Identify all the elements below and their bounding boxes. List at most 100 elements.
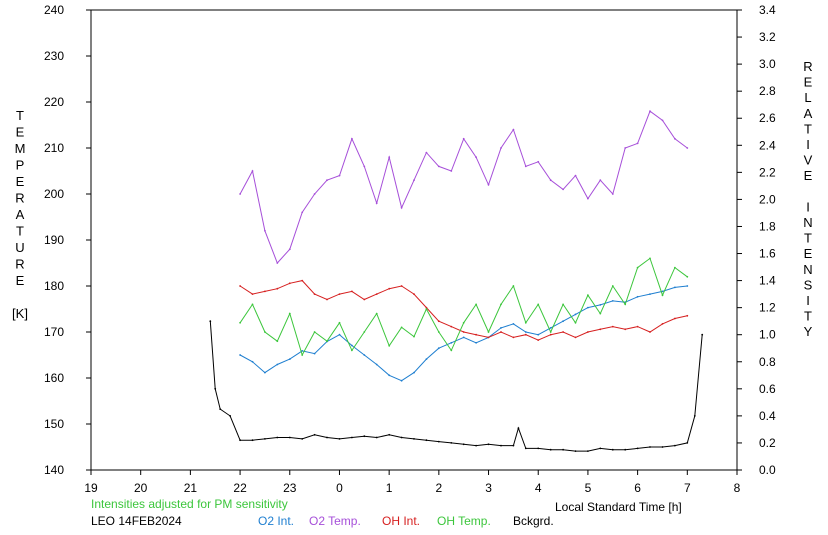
y-right-tick-label: 2.4: [759, 138, 776, 152]
data-point: [351, 349, 353, 352]
data-point: [686, 275, 689, 278]
data-point: [599, 328, 602, 331]
x-tick-label: 19: [84, 481, 98, 495]
data-point: [301, 211, 304, 214]
data-point: [500, 327, 502, 329]
y-left-label-char: R: [15, 191, 24, 206]
data-point: [313, 433, 316, 436]
x-axis: 19 20 21 22 23 0 1 2 3 4 5 6 7 8: [84, 470, 741, 495]
data-point: [462, 336, 465, 339]
data-point: [599, 447, 602, 450]
data-point: [288, 248, 291, 251]
data-point: [264, 438, 266, 440]
y-left-tick-label: 180: [44, 279, 64, 293]
y-left-tick-label: 160: [44, 371, 64, 385]
data-point: [326, 436, 328, 439]
data-point: [599, 304, 602, 306]
data-point: [462, 321, 465, 324]
data-point: [686, 147, 689, 149]
data-point: [437, 347, 440, 350]
y-right-tick-label: 2.0: [759, 192, 776, 206]
series-line-bckgrd: [209, 321, 703, 452]
data-point: [686, 442, 689, 444]
data-point: [351, 137, 353, 140]
x-tick-label: 4: [535, 481, 542, 495]
data-point: [276, 340, 279, 343]
data-point: [425, 439, 428, 442]
x-tick-label: 23: [283, 481, 297, 495]
data-point: [351, 436, 353, 439]
y-right-tick-label: 2.8: [759, 84, 776, 98]
data-point: [338, 321, 341, 324]
data-point: [209, 320, 212, 323]
data-point: [636, 325, 639, 328]
y-right-label-char: N: [803, 262, 812, 277]
data-point: [636, 142, 639, 145]
y-right-tick-label: 2.6: [759, 111, 776, 125]
y-right-label-char: I: [806, 293, 810, 308]
y-left-label-char: T: [16, 224, 24, 239]
data-point: [599, 179, 602, 182]
data-point: [524, 165, 527, 168]
data-point: [313, 193, 316, 195]
data-point: [375, 436, 378, 439]
data-point: [649, 257, 651, 260]
data-point: [338, 333, 341, 336]
data-point: [611, 325, 614, 328]
data-point: [425, 358, 428, 360]
y-right-label-char: R: [803, 59, 812, 74]
data-point: [661, 290, 664, 293]
data-point: [549, 448, 552, 451]
y-left-tick-label: 140: [44, 463, 64, 477]
data-point: [264, 371, 266, 374]
data-point: [400, 285, 403, 287]
data-point: [661, 323, 664, 325]
y-right-label-char: Y: [804, 324, 813, 339]
data-point: [425, 306, 428, 309]
data-point: [363, 165, 366, 168]
data-point: [524, 333, 527, 336]
y-right-tick-label: 1.0: [759, 328, 776, 342]
data-point: [301, 350, 304, 352]
data-point: [251, 170, 254, 172]
data-point: [475, 303, 477, 306]
y-right-label-char: A: [804, 106, 813, 121]
data-point: [413, 179, 415, 182]
data-point: [537, 339, 540, 341]
data-point: [624, 147, 627, 149]
data-point: [375, 293, 378, 295]
data-point: [400, 206, 403, 209]
data-point: [611, 448, 614, 451]
data-point: [587, 331, 589, 333]
data-point: [413, 438, 415, 440]
data-point: [375, 363, 378, 366]
data-point: [674, 444, 676, 447]
data-point: [450, 325, 453, 328]
data-point: [351, 344, 353, 347]
data-point: [450, 341, 453, 344]
data-point: [301, 279, 304, 282]
data-point: [400, 436, 403, 439]
y-right-tick-label: 1.4: [759, 274, 776, 288]
series-lines: [209, 110, 704, 452]
data-point: [574, 313, 577, 316]
data-point: [537, 447, 540, 450]
data-point: [326, 298, 328, 301]
data-point: [549, 333, 552, 336]
data-point: [512, 285, 515, 287]
data-point: [313, 293, 316, 295]
data-point: [500, 147, 502, 149]
data-point: [512, 444, 515, 447]
x-tick-label: 5: [585, 481, 592, 495]
y-left-label-char: A: [16, 207, 25, 222]
data-point: [512, 336, 515, 339]
data-point: [229, 415, 232, 417]
data-point: [500, 444, 502, 447]
data-point: [636, 447, 639, 450]
data-point: [239, 439, 242, 442]
data-point: [574, 336, 577, 339]
x-tick-label: 3: [485, 481, 492, 495]
data-point: [537, 333, 540, 336]
data-point: [475, 333, 477, 336]
